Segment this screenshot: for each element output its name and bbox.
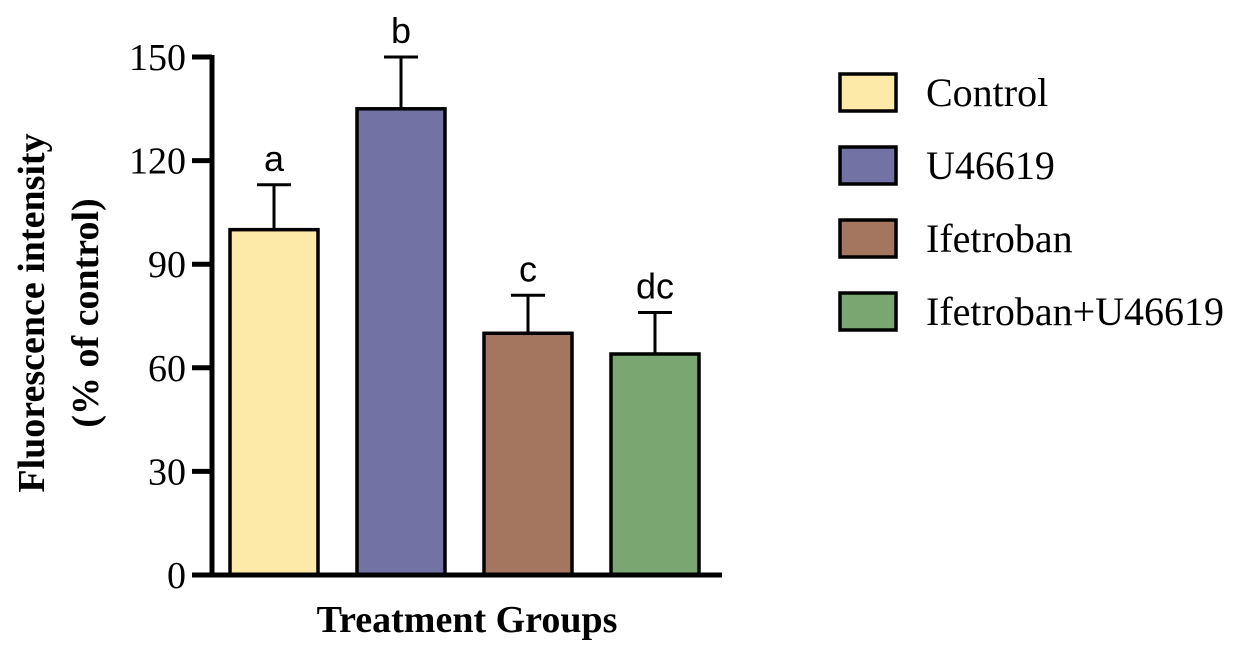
y-axis-title-line2: (% of control): [65, 198, 107, 427]
legend: Control U46619 Ifetroban Ifetroban+U46619: [838, 70, 1224, 334]
bar: [355, 107, 447, 577]
y-tick-label: 30: [148, 451, 186, 493]
legend-swatch: [838, 218, 898, 259]
legend-swatch: [838, 291, 898, 332]
y-tick-label: 60: [148, 348, 186, 390]
significance-label: b: [391, 10, 411, 51]
significance-label: dc: [636, 266, 674, 307]
legend-label: Control: [926, 70, 1048, 115]
y-tick-label: 90: [148, 244, 186, 286]
bars-group: a b c dc: [228, 10, 701, 577]
legend-label: Ifetroban: [926, 216, 1073, 261]
y-tick-label: 150: [129, 37, 186, 79]
legend-swatch: [838, 145, 898, 186]
legend-swatch: [838, 72, 898, 113]
legend-label: Ifetroban+U46619: [926, 289, 1224, 334]
significance-label: a: [264, 138, 285, 179]
y-axis-title-line1: Fluorescence intensity: [11, 133, 53, 492]
bar: [609, 352, 701, 577]
significance-label: c: [519, 248, 537, 289]
y-tick-label: 0: [167, 555, 186, 597]
y-tick-label: 120: [129, 141, 186, 183]
legend-label: U46619: [926, 143, 1055, 188]
bar: [228, 227, 320, 577]
x-axis-title: Treatment Groups: [317, 599, 618, 641]
y-axis: 0 30 60 90 120 150: [129, 37, 215, 597]
bar: [482, 331, 574, 577]
